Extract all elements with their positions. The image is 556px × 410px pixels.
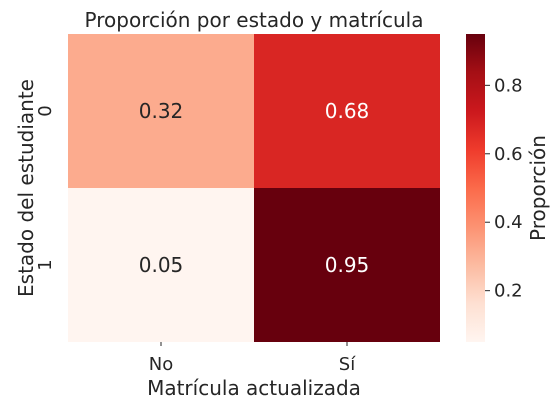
- cell-value-label: 0.68: [325, 99, 370, 123]
- colorbar-tick-label: 0.4: [494, 212, 523, 233]
- cell-value-label: 0.05: [139, 253, 184, 277]
- x-axis-title: Matrícula actualizada: [147, 376, 361, 400]
- y-tick-label: 1: [35, 259, 56, 270]
- colorbar-tick-label: 0.6: [494, 144, 523, 165]
- colorbar-tick-label: 0.2: [494, 281, 523, 302]
- heatmap-cell: [68, 188, 254, 342]
- heatmap-cell: [254, 34, 440, 188]
- cell-value-label: 0.95: [325, 253, 370, 277]
- chart-title: Proporción por estado y matrícula: [85, 8, 424, 32]
- colorbar-title: Proporción: [526, 135, 550, 241]
- x-tick-label: Sí: [339, 354, 356, 375]
- heatmap-cell: [68, 34, 254, 188]
- colorbar: [466, 34, 485, 342]
- heatmap-cell: [254, 188, 440, 342]
- colorbar-tick-label: 0.8: [494, 75, 523, 96]
- colorbar-ticks: 0.2 0.4 0.6 0.8: [485, 75, 523, 302]
- cell-value-label: 0.32: [139, 99, 184, 123]
- y-tick-label: 0: [35, 105, 56, 116]
- heatmap-cells: 0.32 0.68 0.05 0.95: [68, 34, 440, 342]
- x-tick-label: No: [149, 354, 173, 375]
- y-axis-title: Estado del estudiante: [14, 79, 38, 297]
